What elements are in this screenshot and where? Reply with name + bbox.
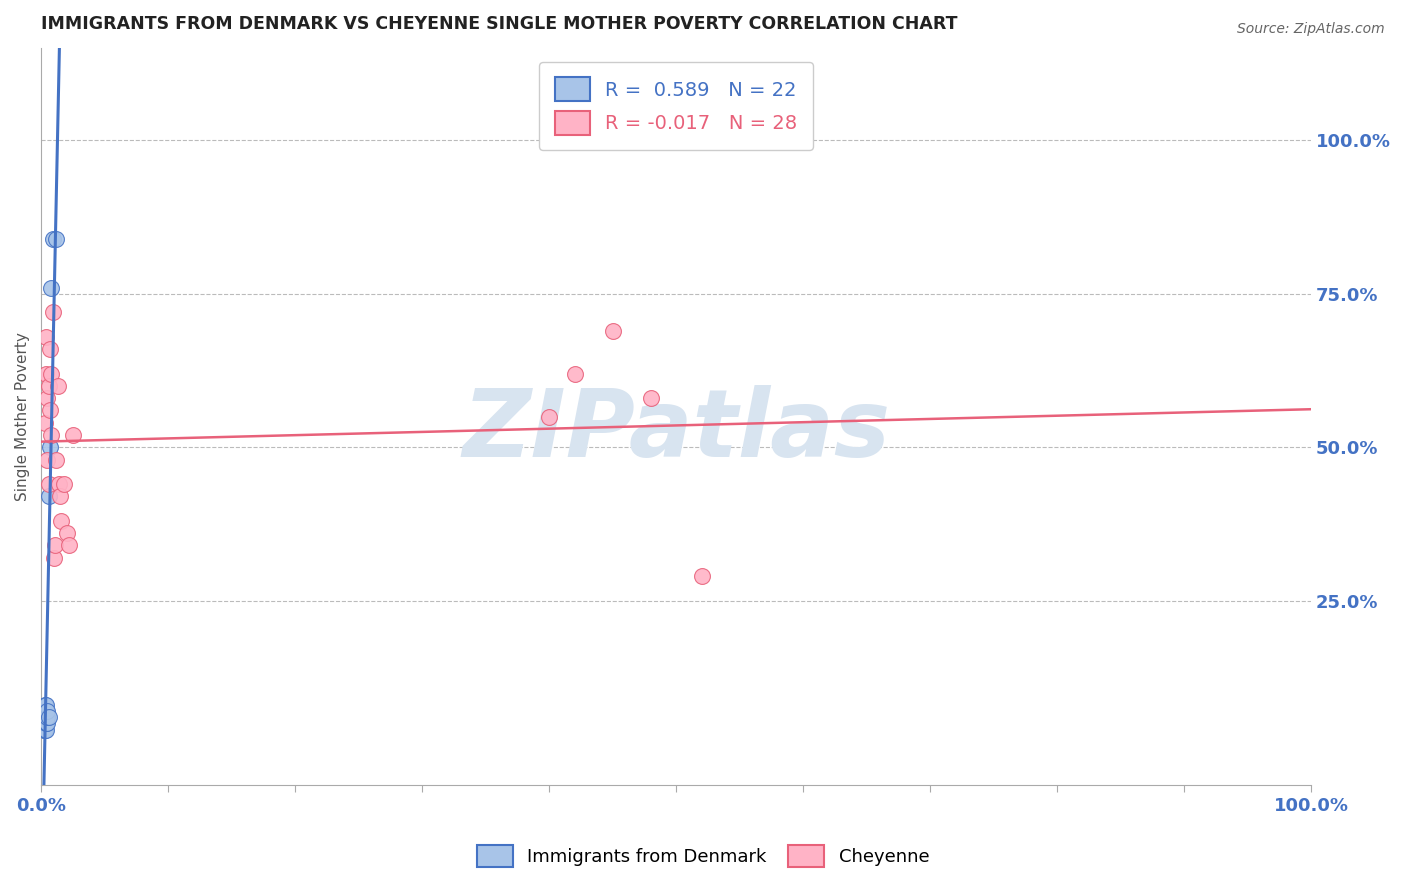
Point [48,477,70,491]
Point [39,367,62,381]
Point [39,403,62,417]
Point [37,452,59,467]
Point [37,391,59,405]
Text: ZIPatlas: ZIPatlas [463,385,890,477]
Point [38,379,60,393]
Point [55,526,77,541]
Point [32,716,55,731]
Point [52,477,75,491]
Point [35,698,58,712]
Point [37,704,59,718]
Point [35,710,58,724]
Point [538,409,561,424]
Point [37,716,59,731]
Point [45,232,67,246]
Point [49,489,72,503]
Point [37,710,59,724]
Text: Source: ZipAtlas.com: Source: ZipAtlas.com [1237,22,1385,37]
Point [62,428,84,442]
Point [35,723,58,737]
Point [34,723,56,737]
Legend: R =  0.589   N = 22, R = -0.017   N = 28: R = 0.589 N = 22, R = -0.017 N = 28 [540,62,813,150]
Point [39,428,62,442]
Point [39,281,62,295]
Point [35,716,58,731]
Point [32,710,55,724]
Point [42,550,65,565]
Point [41,232,63,246]
Point [34,710,56,724]
Point [690,569,713,583]
Point [45,452,67,467]
Point [51,514,73,528]
Text: IMMIGRANTS FROM DENMARK VS CHEYENNE SINGLE MOTHER POVERTY CORRELATION CHART: IMMIGRANTS FROM DENMARK VS CHEYENNE SING… [41,15,957,33]
Point [640,391,662,405]
Point [35,330,58,344]
Legend: Immigrants from Denmark, Cheyenne: Immigrants from Denmark, Cheyenne [470,838,936,874]
Point [41,305,63,319]
Point [38,489,60,503]
Point [34,698,56,712]
Point [46,379,69,393]
Y-axis label: Single Mother Poverty: Single Mother Poverty [15,332,30,501]
Point [39,342,62,356]
Point [35,367,58,381]
Point [32,723,55,737]
Point [44,538,66,552]
Point [58,538,80,552]
Point [35,704,58,718]
Point [38,477,60,491]
Point [34,416,56,430]
Point [564,367,586,381]
Point [38,710,60,724]
Point [34,704,56,718]
Point [34,716,56,731]
Point [602,324,624,338]
Point [39,440,62,454]
